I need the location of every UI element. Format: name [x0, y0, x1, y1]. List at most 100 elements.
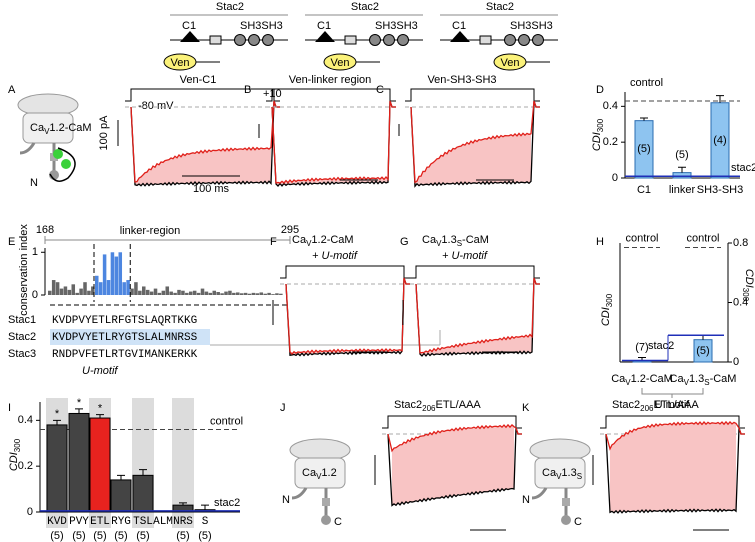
- voltage-protocol: [125, 88, 280, 102]
- text-part: 1.3: [441, 234, 456, 246]
- text-part: V: [44, 127, 50, 136]
- linker-domain: [344, 35, 357, 45]
- cdi-area: [392, 424, 514, 506]
- x-tick-label: TSL: [133, 516, 153, 528]
- conservation-bar: [138, 290, 142, 295]
- conservation-bar: [149, 291, 154, 295]
- text-part: 1.2-CaM: [631, 373, 673, 385]
- n-label: (5): [93, 530, 106, 542]
- shaded-column: [172, 398, 194, 528]
- group-bracket: [641, 388, 704, 398]
- conservation-bar: [75, 292, 79, 295]
- panel-label: J: [280, 402, 286, 414]
- conservation-bar: [134, 282, 138, 295]
- text-part: 1.2: [321, 467, 336, 479]
- panel-label: E: [8, 236, 15, 248]
- group-label: U motif: [655, 399, 691, 411]
- ven-label: Ven: [501, 57, 520, 69]
- text-part: 1.3: [689, 373, 704, 385]
- conservation-bar: [259, 292, 264, 295]
- y-tick-label: 0.4: [603, 100, 618, 112]
- condition: + U-motif: [312, 250, 358, 262]
- n-label: N: [30, 177, 38, 189]
- sequence-name: Stac1: [8, 314, 36, 326]
- error-bar: [75, 408, 83, 414]
- holding-voltage: -80 mV: [138, 100, 174, 112]
- n-terminus: [291, 487, 308, 500]
- error-bar: [678, 166, 686, 173]
- conservation-bar: [145, 289, 150, 295]
- x-tick-label: RYG: [111, 516, 131, 528]
- error-bar: [640, 117, 648, 121]
- panel-label: D: [596, 84, 604, 96]
- channel-body: [22, 112, 74, 144]
- text-part: CDI: [743, 269, 755, 288]
- n-terminus: [19, 142, 36, 155]
- c1-domain: [315, 31, 335, 42]
- text-part: S: [577, 472, 582, 481]
- trace-title: Stac2206ETL/AAA: [612, 399, 699, 413]
- conservation-bar: [83, 282, 87, 295]
- y-tick-label: 1: [32, 246, 38, 258]
- x-tick-label: KVD: [47, 516, 67, 528]
- conservation-bar: [122, 282, 126, 295]
- cam: [61, 159, 71, 169]
- panel-label: A: [8, 84, 16, 96]
- conservation-bar: [212, 290, 217, 295]
- cam: [53, 149, 63, 159]
- text-part: ETL/AAA: [436, 399, 482, 411]
- trace-title: Ven-linker region: [289, 74, 372, 86]
- ba-trace: [271, 100, 396, 188]
- panel-label: H: [596, 236, 604, 248]
- bar: [132, 474, 154, 513]
- y-tick-label: 0: [27, 506, 33, 518]
- cdi-area: [610, 421, 736, 513]
- conservation-bar: [275, 293, 279, 295]
- n-label: N: [282, 494, 290, 506]
- ca-trace: [387, 423, 522, 453]
- text-part: S: [704, 378, 709, 387]
- text-part: 1.2-CaM: [49, 122, 91, 134]
- construct-title: Stac2: [486, 1, 514, 13]
- control-label: control: [210, 415, 243, 427]
- n-label: (5): [114, 530, 127, 542]
- domain-label: SH3SH3: [510, 20, 553, 32]
- sh3-domain: [532, 34, 544, 46]
- axis-start: 168: [36, 224, 54, 236]
- cdi-area: [420, 334, 532, 356]
- ca-trace: [285, 277, 410, 355]
- y-tick-label: 0: [733, 356, 739, 368]
- c-domain: [561, 515, 571, 525]
- text-part: V: [436, 239, 442, 248]
- conservation-bar: [236, 292, 240, 295]
- ba-trace: [387, 427, 522, 507]
- text-part: V: [556, 472, 562, 481]
- conservation-bar: [224, 291, 228, 295]
- conservation-bar: [220, 293, 224, 295]
- conservation-bar: [196, 292, 201, 295]
- stac2-label: stac2: [648, 340, 674, 352]
- bar: [46, 424, 68, 513]
- conservation-bar: [204, 291, 209, 295]
- x-tick-label: CaV1.3S-CaM: [670, 373, 737, 387]
- conservation-bar: [228, 290, 232, 295]
- text-part: Ca: [30, 122, 45, 134]
- text-part: Ca: [302, 467, 317, 479]
- voltage-protocol: [410, 265, 540, 279]
- text-part: Ca: [611, 373, 626, 385]
- conservation-bar: [102, 254, 107, 295]
- voltage-protocol: [280, 265, 410, 279]
- domain-label: C1: [452, 20, 466, 32]
- text-part: -CaM: [710, 373, 737, 385]
- error-bar: [716, 95, 724, 103]
- bar: [68, 412, 90, 513]
- conservation-bar: [232, 292, 236, 295]
- conservation-bar: [91, 286, 95, 295]
- panel-label: F: [270, 236, 277, 248]
- text-part: 206: [640, 404, 654, 413]
- ca-trace: [271, 100, 396, 184]
- conservation-bar: [279, 293, 283, 295]
- y-tick-label: 0.2: [18, 460, 33, 472]
- ca-trace: [410, 100, 540, 184]
- n-terminus: [531, 487, 548, 500]
